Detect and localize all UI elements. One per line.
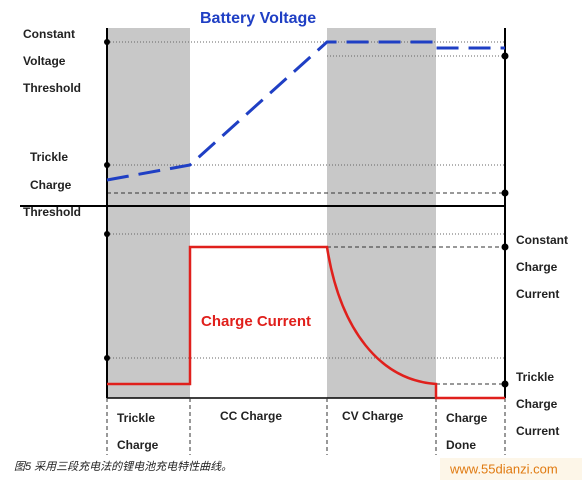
trickle-band: [107, 28, 190, 398]
dot: [501, 243, 509, 251]
phase: CC Charge: [220, 409, 282, 423]
label: Current: [516, 424, 559, 438]
label: Threshold: [23, 81, 81, 95]
phase: CV Charge: [342, 409, 404, 423]
label: Trickle: [516, 370, 554, 384]
label: Constant: [516, 233, 568, 247]
label: Charge: [516, 397, 558, 411]
dot: [104, 231, 110, 237]
dot: [104, 355, 110, 361]
dot: [501, 380, 509, 388]
right-labels: Constant Charge Current Trickle Charge C…: [516, 233, 568, 438]
phase-bands: [107, 28, 436, 398]
dot: [501, 52, 509, 60]
label: Voltage: [23, 54, 66, 68]
caption: 图5 采用三段充电法的锂电池充电特性曲线。: [14, 460, 232, 473]
phase-labels: Trickle Charge CC Charge CV Charge Charg…: [117, 409, 488, 452]
left-labels: Constant Voltage Threshold Trickle Charg…: [23, 27, 81, 219]
phase: Charge: [446, 411, 488, 425]
phase-dividers: [106, 398, 506, 455]
phase: Done: [446, 438, 476, 452]
dot: [104, 39, 110, 45]
label: Trickle: [30, 150, 68, 164]
dot: [104, 162, 110, 168]
phase: Trickle: [117, 411, 155, 425]
label: Charge: [30, 178, 72, 192]
current-title: Charge Current: [201, 313, 311, 330]
watermark: www.55dianzi.com: [449, 461, 558, 476]
label: Threshold: [23, 205, 81, 219]
label: Constant: [23, 27, 75, 41]
voltage-curve: [106, 40, 505, 182]
guide-lines: [107, 41, 505, 385]
current-curve: [107, 245, 505, 400]
watermark-bg: [440, 458, 582, 480]
dots: [104, 39, 509, 388]
dot: [501, 189, 509, 197]
label: Charge: [516, 260, 558, 274]
voltage-title: Battery Voltage: [200, 10, 316, 27]
phase: Charge: [117, 438, 159, 452]
cv-band: [327, 28, 436, 398]
label: Current: [516, 287, 559, 301]
